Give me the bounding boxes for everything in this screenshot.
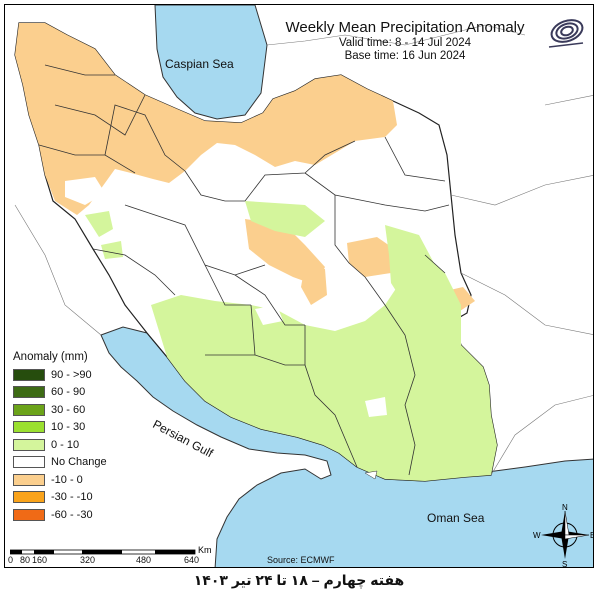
legend-swatch <box>13 456 45 469</box>
legend-label: -30 - -10 <box>51 491 93 504</box>
scale-tick-label: 640 <box>184 555 200 565</box>
compass-rose: N S W E <box>533 503 594 567</box>
compass-n: N <box>562 503 568 512</box>
anomaly-positive-south <box>151 255 497 481</box>
province-borders <box>38 64 450 476</box>
legend-label: 0 - 10 <box>51 438 80 451</box>
source-label: Source: ECMWF <box>267 555 335 565</box>
legend-label: 30 - 60 <box>51 403 86 416</box>
map-title: Weekly Mean Precipitation Anomaly <box>285 19 525 36</box>
legend-item: 10 - 30 <box>13 419 133 437</box>
legend-item: 60 - 90 <box>13 384 133 402</box>
valid-time: Valid time: 8 - 14 Jul 2024 <box>338 37 472 49</box>
legend-item: -10 - 0 <box>13 471 133 489</box>
anomaly-negative-nw <box>15 23 397 215</box>
compass-w: W <box>533 531 541 540</box>
legend-swatch <box>13 491 45 504</box>
legend-item: 90 - >90 <box>13 366 133 384</box>
scale-tick-label: 320 <box>80 555 96 565</box>
legend-swatch <box>13 421 45 434</box>
footer-caption: هفته چهارم – ۱۸ تا ۲۴ تیر ۱۴۰۳ <box>193 572 405 588</box>
scale-tick-label: 160 <box>32 555 48 565</box>
legend-swatch <box>13 368 45 381</box>
compass-e: E <box>590 531 594 540</box>
legend-item: 30 - 60 <box>13 401 133 419</box>
legend: Anomaly (mm) 90 - >90 60 - 90 30 - 60 10 - … <box>13 351 133 524</box>
legend-label: 10 - 30 <box>51 421 86 434</box>
precipitation-map <box>14 5 593 567</box>
legend-label: 60 - 90 <box>51 386 86 399</box>
legend-swatch <box>13 508 45 521</box>
legend-swatch <box>13 386 45 399</box>
neighbor-borders <box>14 24 593 476</box>
legend-items: 90 - >90 60 - 90 30 - 60 10 - 30 0 - 10 No Ch… <box>13 366 133 524</box>
map-title-block: Weekly Mean Precipitation Anomaly Valid … <box>255 19 555 63</box>
scale-tick-label: 0 <box>8 555 14 565</box>
caspian-sea-label: Caspian Sea <box>165 57 234 71</box>
legend-label: 90 - >90 <box>51 368 92 381</box>
base-time: Base time: 16 Jun 2024 <box>344 50 466 62</box>
legend-item: -30 - -10 <box>13 489 133 507</box>
scale-bar-graphic <box>9 549 196 555</box>
legend-item: No Change <box>13 454 133 472</box>
legend-label: -60 - -30 <box>51 508 93 521</box>
caspian-sea <box>154 5 268 120</box>
map-frame: Weekly Mean Precipitation Anomaly Valid … <box>4 4 594 568</box>
scale-tick-label: 480 <box>136 555 152 565</box>
legend-swatch <box>13 403 45 416</box>
legend-label: -10 - 0 <box>51 473 83 486</box>
legend-item: -60 - -30 <box>13 506 133 524</box>
scale-unit: Km <box>198 545 212 555</box>
scale-ticks: 0 80 160 320 480 640 <box>8 555 210 567</box>
legend-swatch <box>13 473 45 486</box>
legend-label: No Change <box>51 456 107 469</box>
legend-swatch <box>13 438 45 451</box>
oman-sea-label: Oman Sea <box>427 511 485 525</box>
scale-bar: Km 0 80 160 320 480 640 <box>8 545 212 567</box>
organization-logo <box>548 19 584 48</box>
legend-item: 0 - 10 <box>13 436 133 454</box>
legend-title: Anomaly (mm) <box>13 351 88 363</box>
scale-tick-label: 80 <box>20 555 31 565</box>
compass-s: S <box>562 560 567 567</box>
